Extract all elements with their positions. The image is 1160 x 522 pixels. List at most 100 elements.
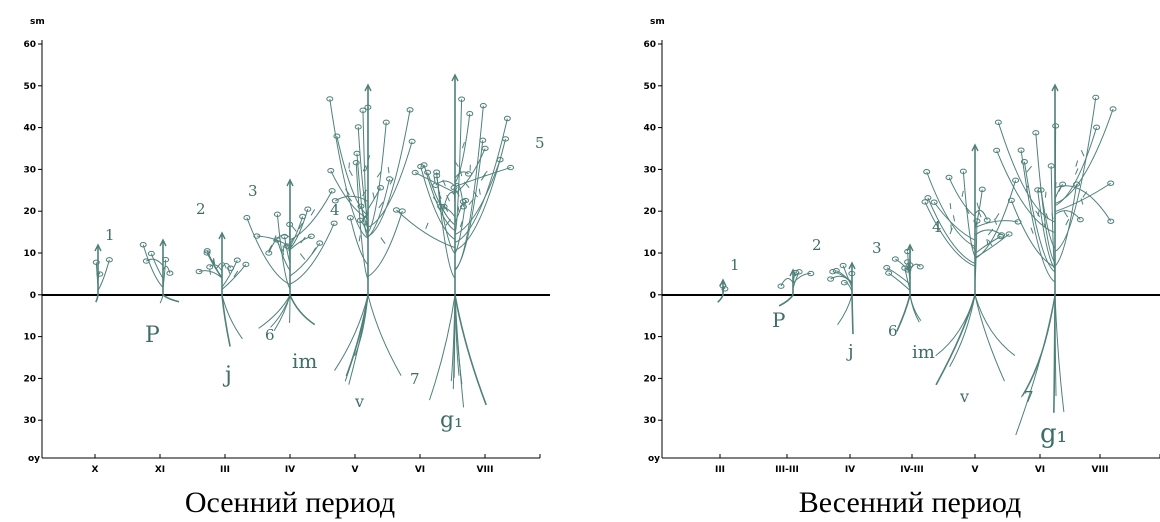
leaf xyxy=(1030,227,1034,234)
plant-number: 5 xyxy=(535,134,545,152)
root xyxy=(1054,294,1065,413)
month-label: IV xyxy=(845,465,855,475)
flower xyxy=(978,186,986,193)
y-tick-label: 10 xyxy=(23,333,36,343)
flower xyxy=(139,242,147,248)
plant-branch xyxy=(420,166,456,240)
flower xyxy=(1017,147,1025,153)
flower xyxy=(330,220,338,226)
flower xyxy=(993,147,1001,154)
flower xyxy=(203,250,211,256)
leaf xyxy=(378,201,384,209)
flower xyxy=(227,265,235,271)
plant-branch xyxy=(722,286,726,295)
leaf xyxy=(461,142,465,149)
leaf xyxy=(949,202,952,210)
y-tick-label: 0 xyxy=(650,291,656,301)
stage-label: v xyxy=(354,392,364,411)
plant-branch xyxy=(209,264,223,272)
leaf xyxy=(994,213,1000,220)
flower xyxy=(1107,218,1115,224)
stage-label: P xyxy=(772,308,785,332)
plant-number: 7 xyxy=(1024,388,1034,406)
plant-branch xyxy=(289,242,321,277)
flower xyxy=(459,204,467,210)
leaf xyxy=(1035,210,1041,218)
plant-branch xyxy=(289,190,333,241)
plant-branch xyxy=(1010,200,1056,268)
leaf xyxy=(961,190,964,198)
leaf xyxy=(361,214,368,222)
plant-branch xyxy=(1050,165,1056,273)
plant-branch xyxy=(844,282,853,292)
flower xyxy=(891,256,899,262)
flower xyxy=(721,286,729,292)
flower xyxy=(883,264,891,271)
leaf xyxy=(223,262,227,269)
flower xyxy=(904,267,912,273)
month-label: VIII xyxy=(1091,465,1108,475)
flower xyxy=(327,167,335,174)
flower xyxy=(1107,180,1115,186)
flower xyxy=(1051,83,1059,92)
flower xyxy=(924,195,932,201)
plant-branch xyxy=(454,118,508,243)
month-label: XI xyxy=(155,465,165,475)
leaf xyxy=(453,160,459,167)
plant-branch xyxy=(367,109,411,237)
plant-branch xyxy=(367,210,403,277)
leaf xyxy=(459,220,463,228)
y-tick-label: 60 xyxy=(643,40,656,50)
leaf xyxy=(268,244,273,252)
unit-label: sm xyxy=(650,17,665,27)
flower xyxy=(105,257,113,263)
leaf xyxy=(387,167,390,174)
leaf xyxy=(1058,185,1063,192)
flower xyxy=(346,215,354,221)
plant-branch xyxy=(336,136,369,216)
stage-label: j xyxy=(846,341,854,362)
flower xyxy=(281,233,289,240)
y-tick-label: 30 xyxy=(23,165,36,175)
flower xyxy=(479,102,487,109)
caption: Осенний период xyxy=(185,486,395,519)
root xyxy=(429,294,456,401)
plant-branch xyxy=(927,197,976,264)
origin-label: oy xyxy=(28,454,40,464)
plant-branch xyxy=(221,260,238,288)
leaf xyxy=(348,169,353,177)
flower xyxy=(1012,177,1020,184)
flower xyxy=(326,96,334,102)
plant-branch xyxy=(97,272,101,281)
leaf xyxy=(432,196,439,204)
plant-branch xyxy=(1020,150,1056,283)
leaf xyxy=(482,170,488,178)
root xyxy=(974,294,1005,382)
flower xyxy=(411,169,419,176)
leaf xyxy=(970,244,977,252)
flower xyxy=(1092,94,1100,101)
root xyxy=(1022,294,1056,396)
stage-label: im xyxy=(292,349,317,373)
flower xyxy=(417,163,425,170)
leaf xyxy=(348,162,350,169)
leaf xyxy=(468,198,474,206)
leaf xyxy=(446,194,451,202)
plant-branch xyxy=(1054,210,1081,220)
panel: sm oy 60 50 40 30 20 10 0 10 20 30 X XI III IV V VI VIII 1 2… xyxy=(23,17,550,519)
flower xyxy=(451,73,459,82)
plant-branch xyxy=(948,177,976,217)
root xyxy=(454,294,465,408)
flower xyxy=(377,185,385,191)
month-label: III-III xyxy=(775,465,799,475)
plant-branch xyxy=(996,150,1056,234)
flower xyxy=(829,268,837,275)
origin-label: oy xyxy=(648,454,660,464)
root xyxy=(1020,294,1056,398)
flower xyxy=(507,164,515,171)
leaf xyxy=(1080,198,1084,205)
plant-branch xyxy=(974,189,983,228)
plant-branch xyxy=(454,113,471,184)
plant-branch xyxy=(836,270,853,285)
plant-branch xyxy=(924,201,976,267)
